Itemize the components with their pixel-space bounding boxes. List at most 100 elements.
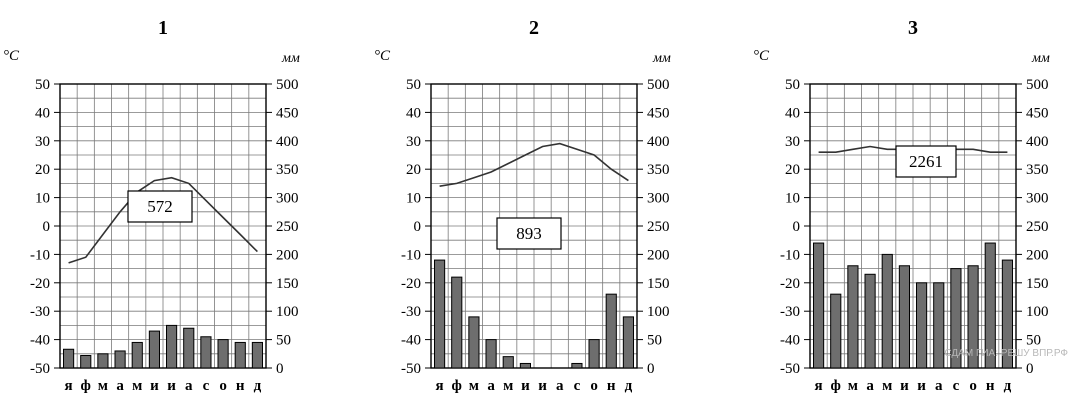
temperature-unit-label: °C [753, 48, 770, 64]
month-label: и [167, 378, 176, 394]
month-label: н [986, 378, 995, 394]
precipitation-bar [898, 265, 911, 369]
precipitation-tick-label: 500 [1026, 77, 1049, 93]
temperature-tick-label: 50 [35, 77, 50, 93]
temperature-tick-label: -30 [780, 304, 800, 320]
month-label: а [185, 378, 193, 394]
temperature-tick-label: 40 [406, 105, 421, 121]
precipitation-bar [234, 341, 246, 369]
annual-total-value: 893 [516, 224, 542, 243]
precipitation-bar [571, 362, 583, 369]
precipitation-tick-label: 200 [1026, 247, 1049, 263]
month-label: и [900, 378, 909, 394]
temperature-tick-label: 0 [414, 219, 422, 235]
month-label: с [574, 378, 581, 394]
temperature-tick-label: 10 [785, 191, 800, 207]
month-label: о [969, 378, 977, 394]
precipitation-bar [131, 341, 143, 369]
month-label: д [1004, 378, 1012, 394]
precipitation-bar [502, 356, 514, 369]
temperature-tick-label: 30 [35, 134, 50, 150]
precipitation-unit-label: мм [281, 51, 300, 66]
temperature-tick-label: 0 [43, 219, 51, 235]
month-label: а [556, 378, 564, 394]
chart-title: 3 [908, 17, 918, 39]
precipitation-tick-label: 400 [647, 134, 670, 150]
watermark: СДАМ ГИА: РЕШУ ВПР.РФ [944, 348, 1068, 359]
precipitation-tick-label: 50 [1026, 333, 1041, 349]
month-label: о [590, 378, 598, 394]
precipitation-tick-label: 450 [647, 105, 670, 121]
annual-total-value: 572 [147, 197, 173, 216]
month-label: а [487, 378, 495, 394]
month-label: м [848, 378, 858, 394]
precipitation-bar [605, 293, 617, 369]
precipitation-tick-label: 100 [647, 304, 670, 320]
month-label: и [917, 378, 926, 394]
temperature-tick-label: -10 [401, 247, 421, 263]
precipitation-tick-label: 50 [647, 333, 662, 349]
precipitation-tick-label: 200 [647, 247, 670, 263]
precipitation-bar [813, 242, 825, 369]
temperature-tick-label: -10 [780, 247, 800, 263]
month-label: о [219, 378, 227, 394]
temperature-tick-label: -10 [30, 247, 50, 263]
month-label: д [254, 378, 262, 394]
month-label: я [65, 378, 73, 394]
temperature-tick-label: -30 [30, 304, 50, 320]
temperature-tick-label: -50 [401, 361, 421, 377]
precipitation-tick-label: 300 [647, 191, 670, 207]
temperature-tick-label: 0 [793, 219, 801, 235]
climate-chart-1: 1°C мм50403020100-10-20-30-40-50500450400… [3, 17, 300, 394]
precipitation-unit-label: мм [1031, 51, 1050, 66]
precipitation-bar [468, 316, 480, 369]
month-label: а [116, 378, 124, 394]
precipitation-tick-label: 150 [1026, 276, 1049, 292]
precipitation-bar [80, 355, 92, 369]
precipitation-bar [434, 259, 446, 369]
precipitation-tick-label: 400 [1026, 134, 1049, 150]
month-label: н [236, 378, 245, 394]
precipitation-tick-label: 500 [276, 77, 299, 93]
month-label: и [521, 378, 530, 394]
temperature-tick-label: -20 [30, 276, 50, 292]
climate-chart-2: 2°C мм50403020100-10-20-30-40-50500450400… [374, 17, 671, 394]
temperature-tick-label: 20 [406, 162, 421, 178]
precipitation-bar [251, 341, 263, 369]
precipitation-bar [967, 265, 979, 369]
precipitation-tick-label: 250 [276, 219, 299, 235]
chart-title: 2 [529, 17, 539, 39]
precipitation-tick-label: 350 [276, 162, 299, 178]
precipitation-bar [97, 353, 109, 369]
month-label: м [469, 378, 479, 394]
month-label: я [815, 378, 823, 394]
month-label: ф [81, 378, 91, 394]
month-label: а [935, 378, 943, 394]
month-label: с [203, 378, 210, 394]
climate-chart-3: 3°C мм50403020100-10-20-30-40-50500450400… [753, 17, 1050, 394]
annual-total-box [496, 217, 562, 250]
plot-grid [59, 83, 267, 369]
precipitation-tick-label: 300 [1026, 191, 1049, 207]
month-label: м [503, 378, 513, 394]
month-label: и [538, 378, 547, 394]
temperature-unit-label: °C [374, 48, 391, 64]
temperature-tick-label: 20 [35, 162, 50, 178]
precipitation-tick-label: 300 [276, 191, 299, 207]
chart-title: 1 [158, 17, 168, 39]
temperature-tick-label: 40 [35, 105, 50, 121]
precipitation-bar [485, 339, 497, 369]
precipitation-bar [114, 350, 126, 369]
temperature-unit-label: °C [3, 48, 20, 64]
precipitation-tick-label: 0 [276, 361, 284, 377]
precipitation-tick-label: 100 [276, 304, 299, 320]
precipitation-tick-label: 400 [276, 134, 299, 150]
temperature-tick-label: -20 [780, 276, 800, 292]
month-label: и [150, 378, 159, 394]
precipitation-tick-label: 500 [647, 77, 670, 93]
precipitation-tick-label: 100 [1026, 304, 1049, 320]
precipitation-bar [847, 265, 859, 369]
temperature-tick-label: -40 [30, 333, 50, 349]
month-label: я [436, 378, 444, 394]
precipitation-tick-label: 450 [1026, 105, 1049, 121]
